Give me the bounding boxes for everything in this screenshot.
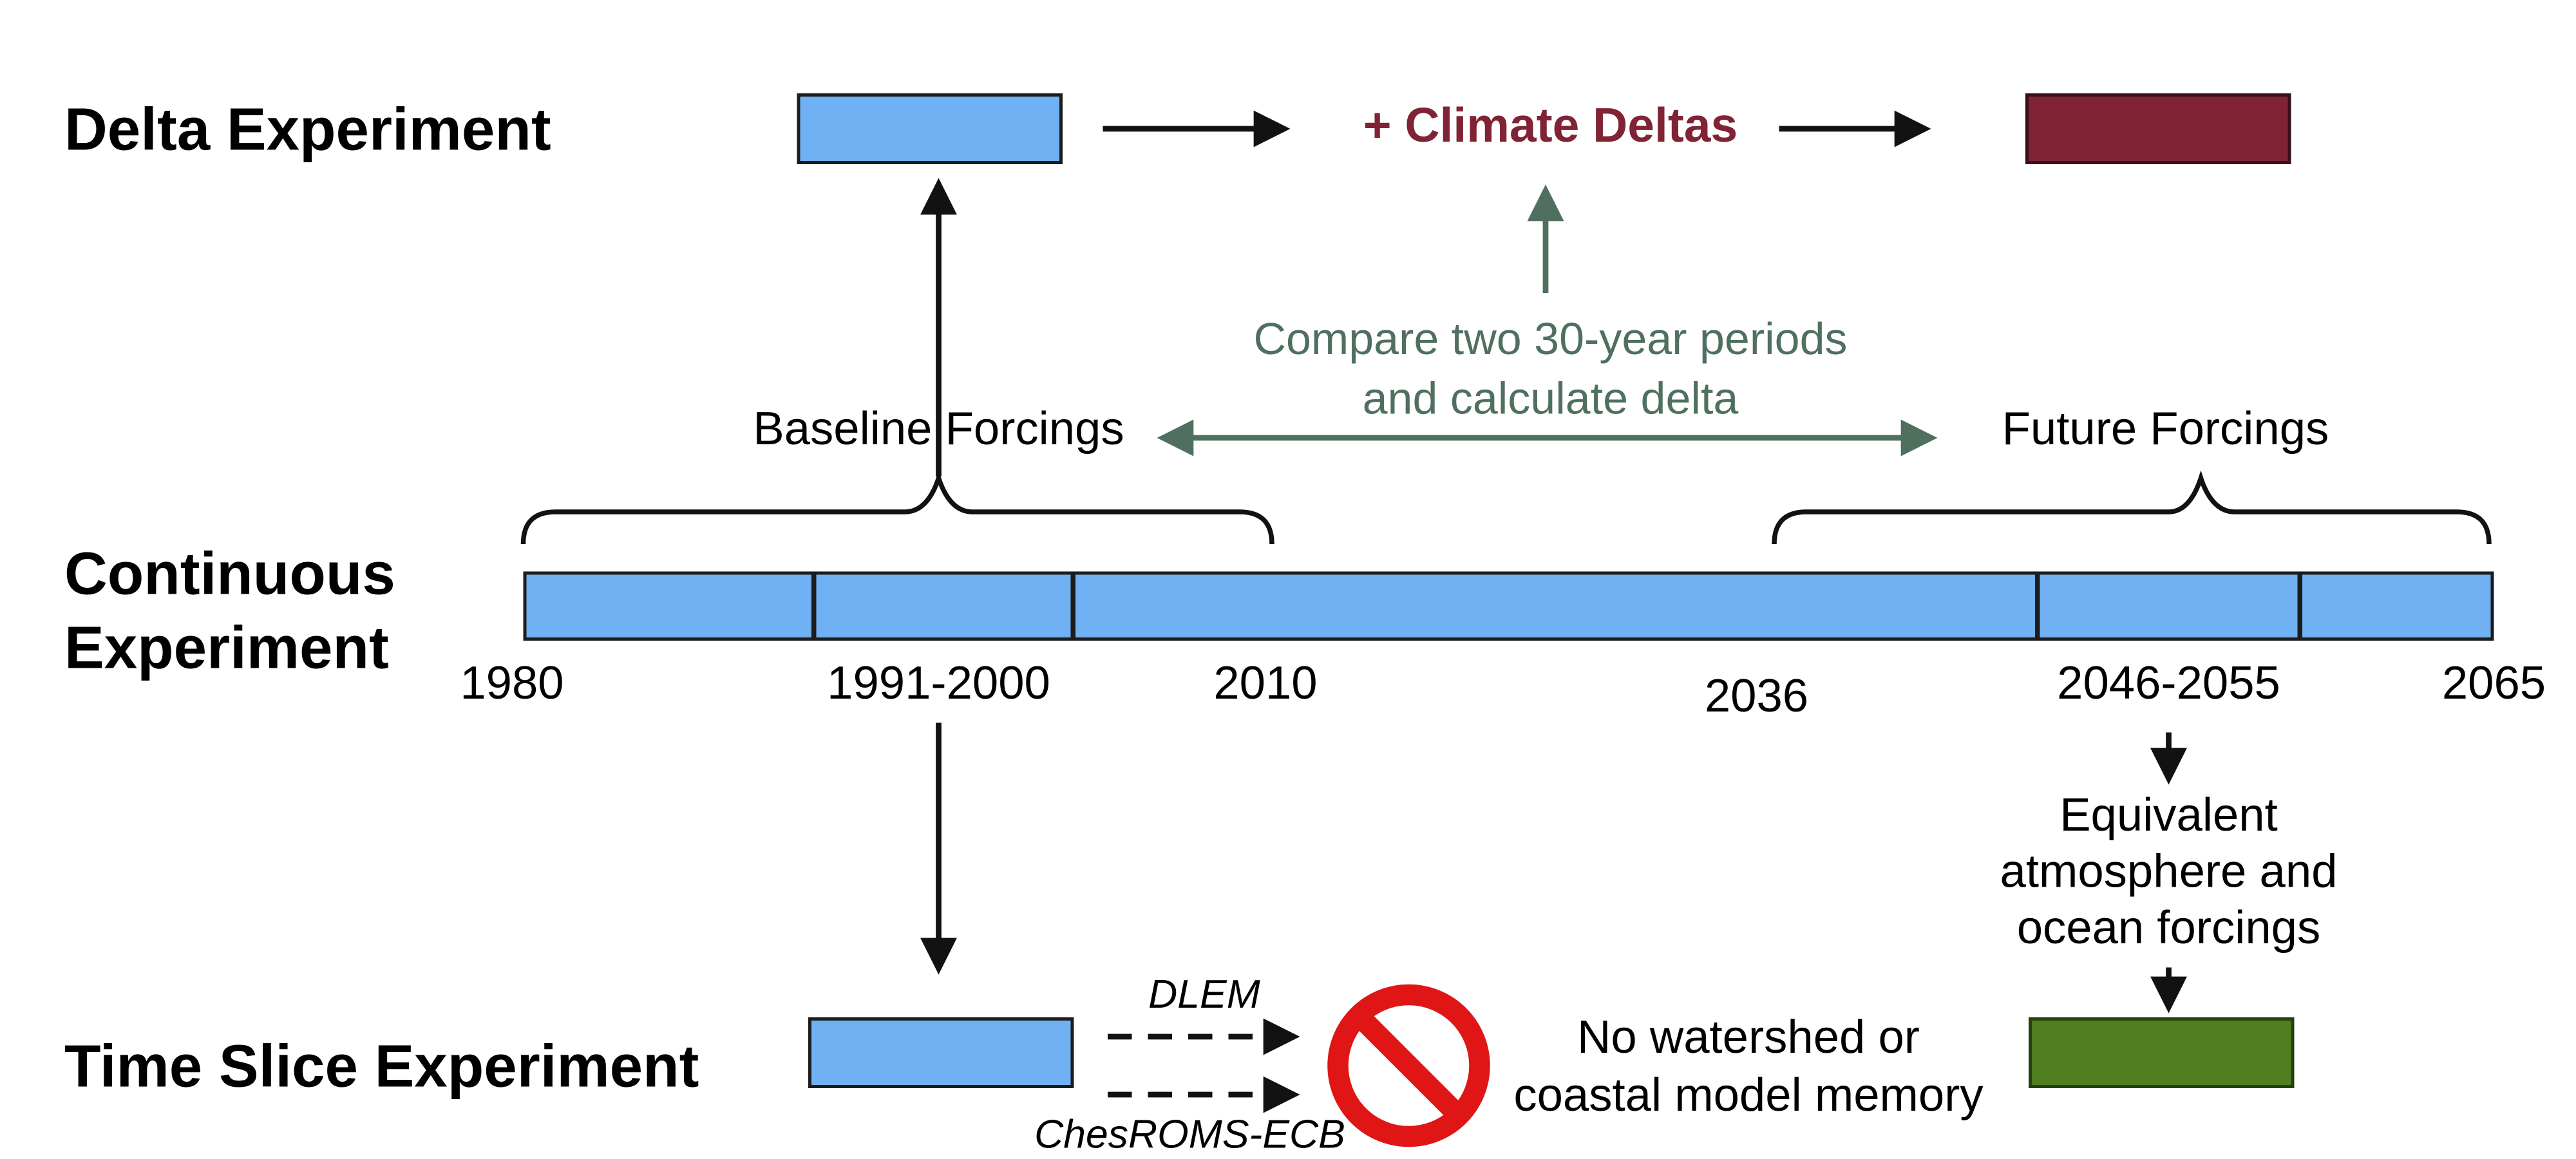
chesroms-ecb-label: ChesROMS-ECB [1034, 1112, 1345, 1158]
year-label-2036: 2036 [1704, 671, 1809, 723]
year-label-1980: 1980 [460, 658, 564, 710]
no-memory-line2: coastal model memory [1513, 1070, 1984, 1122]
continuous-title-line1: Continuous [64, 541, 395, 607]
continuous-title-line2: Experiment [64, 615, 389, 681]
year-label-2010: 2010 [1213, 658, 1318, 710]
climate-deltas-label: + Climate Deltas [1363, 100, 1738, 153]
timeline-divider-1 [811, 573, 816, 639]
timeslice-future-box [2029, 1017, 2295, 1088]
timeslice-baseline-box [808, 1017, 1074, 1088]
continuous-timeline-bar [523, 571, 2494, 641]
year-label-1991-2000: 1991-2000 [827, 658, 1050, 710]
timeline-divider-2 [1070, 573, 1075, 639]
equivalent-line2: atmosphere and [2000, 847, 2338, 898]
equivalent-forcings-note: Equivalent atmosphere and ocean forcings [1927, 789, 2410, 958]
brace-baseline-period [520, 470, 1274, 545]
year-label-2065: 2065 [2441, 658, 2546, 710]
prohibition-icon [1327, 984, 1490, 1147]
compare-note-line2: and calculate delta [1362, 373, 1739, 424]
brace-future-period [1772, 470, 2492, 545]
no-model-memory-note: No watershed or coastal model memory [1426, 1010, 2070, 1126]
time-slice-experiment-title: Time Slice Experiment [64, 1033, 699, 1100]
delta-future-run-box [2025, 93, 2291, 164]
prohibition-slash [1353, 1010, 1464, 1122]
timeline-divider-4 [2297, 573, 2302, 639]
equivalent-line3: ocean forcings [2016, 903, 2321, 955]
timeline-divider-3 [2035, 573, 2040, 639]
delta-baseline-run-box [797, 93, 1063, 164]
dlem-label: DLEM [1148, 972, 1260, 1017]
delta-experiment-title: Delta Experiment [64, 97, 551, 163]
continuous-experiment-title: Continuous Experiment [64, 538, 395, 686]
baseline-forcings-label: Baseline Forcings [753, 404, 1124, 456]
no-memory-line1: No watershed or [1577, 1012, 1920, 1064]
year-label-2046-2055: 2046-2055 [2057, 658, 2280, 710]
compare-note: Compare two 30-year periods and calculat… [1229, 309, 1873, 428]
equivalent-line1: Equivalent [2060, 790, 2278, 842]
compare-note-line1: Compare two 30-year periods [1253, 314, 1848, 364]
future-forcings-label: Future Forcings [2002, 404, 2329, 456]
